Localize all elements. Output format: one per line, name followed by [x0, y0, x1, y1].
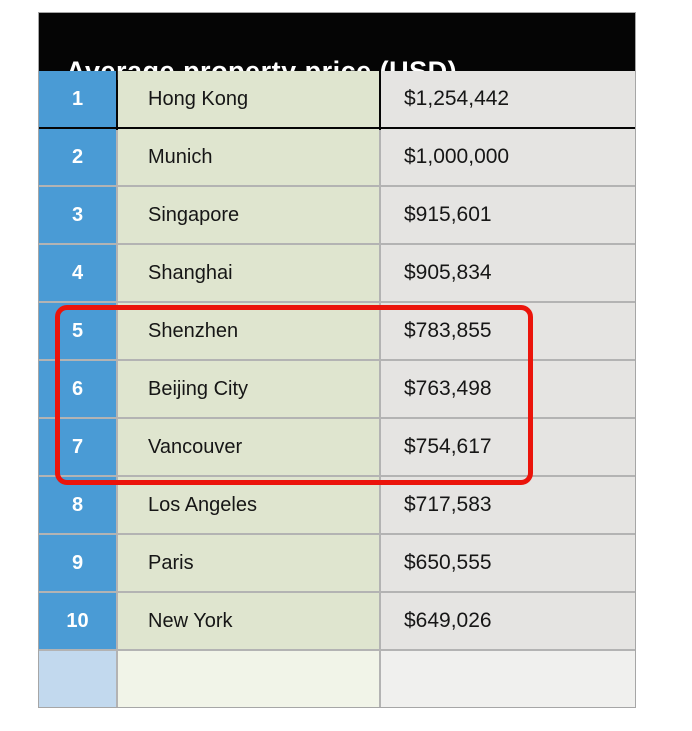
- price-cell: $1,254,442: [381, 71, 635, 127]
- city-cell: Paris: [118, 535, 379, 591]
- city-cell-partial: [118, 651, 379, 707]
- city-cell: Shanghai: [118, 245, 379, 301]
- city-cell: Shenzhen: [118, 303, 379, 359]
- rank-cell: 5: [39, 303, 116, 359]
- price-cell-partial: [381, 651, 635, 707]
- rank-cell: 9: [39, 535, 116, 591]
- rank-cell: 7: [39, 419, 116, 475]
- city-cell: Los Angeles: [118, 477, 379, 533]
- rank-cell: 10: [39, 593, 116, 649]
- property-price-table: Average property price (USD) 1 Hong Kong…: [38, 12, 636, 708]
- price-cell: $915,601: [381, 187, 635, 243]
- rank-cell-partial: [39, 651, 116, 707]
- rank-cell: 6: [39, 361, 116, 417]
- city-cell: New York: [118, 593, 379, 649]
- rank-cell: 1: [39, 71, 116, 127]
- city-cell: Munich: [118, 129, 379, 185]
- price-cell: $905,834: [381, 245, 635, 301]
- rank-cell: 4: [39, 245, 116, 301]
- price-cell: $763,498: [381, 361, 635, 417]
- price-cell: $783,855: [381, 303, 635, 359]
- price-cell: $754,617: [381, 419, 635, 475]
- rank-cell: 8: [39, 477, 116, 533]
- price-cell: $650,555: [381, 535, 635, 591]
- price-cell: $717,583: [381, 477, 635, 533]
- city-cell: Beijing City: [118, 361, 379, 417]
- price-cell: $1,000,000: [381, 129, 635, 185]
- city-cell: Singapore: [118, 187, 379, 243]
- rank-cell: 3: [39, 187, 116, 243]
- price-cell: $649,026: [381, 593, 635, 649]
- city-cell: Hong Kong: [118, 71, 379, 127]
- rank-cell: 2: [39, 129, 116, 185]
- city-cell: Vancouver: [118, 419, 379, 475]
